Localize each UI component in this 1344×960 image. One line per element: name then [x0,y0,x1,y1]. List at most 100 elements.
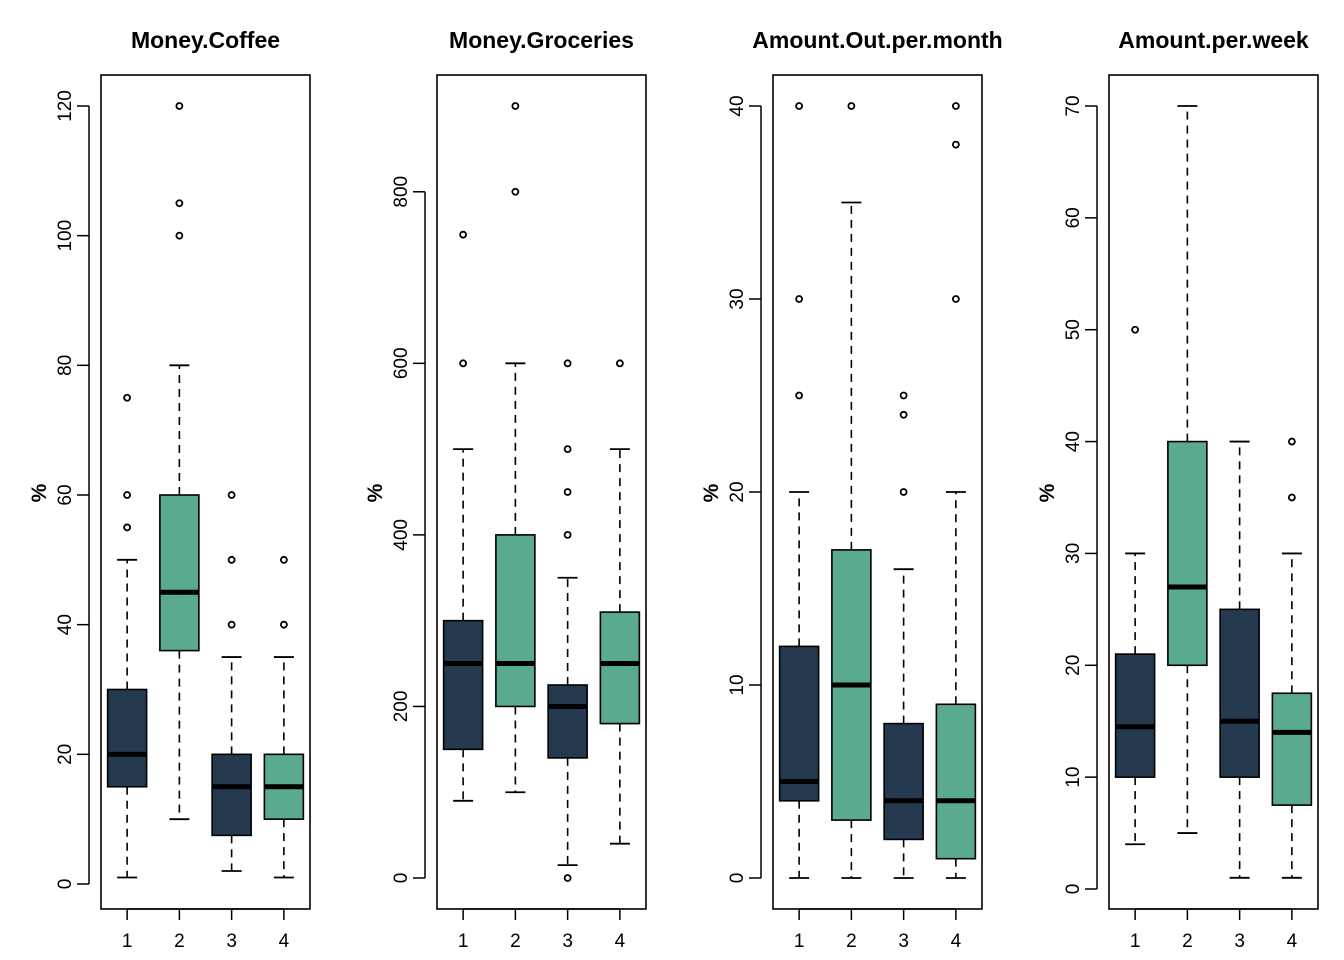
outlier-point [847,102,856,110]
outlier-point [563,445,572,454]
y-tick-label: 20 [1063,655,1084,676]
box-3 [547,359,588,882]
box-iqr [1114,653,1156,778]
outlier-point [279,620,288,629]
x-tick-label: 1 [794,931,805,952]
x-tick-label: 4 [279,931,290,952]
x-tick-label: 4 [1287,931,1298,952]
x-tick-label: 4 [951,931,962,952]
box-3 [883,391,924,879]
x-tick-label: 3 [226,931,237,952]
box-4 [599,359,641,845]
x-tick-label: 1 [122,931,133,952]
panel-1: Money.Coffee% 0 20 40 60 80 100 120 1 2 3 4 [28,27,311,952]
box-iqr [106,688,148,788]
x-tick-label: 2 [510,931,521,952]
outlier-point [123,393,132,402]
x-tick-label: 3 [1234,931,1245,952]
box-iqr [883,722,924,841]
outlier-point [563,874,572,882]
box-2 [495,102,536,794]
outlier-point [227,491,236,499]
outlier-point [899,488,908,496]
x-tick-label: 1 [458,931,469,952]
box-iqr [1219,608,1260,778]
y-tick-label: 60 [1063,207,1084,228]
y-tick-label: 120 [55,90,76,122]
y-tick-label: 30 [727,288,748,309]
x-tick-label: 2 [846,931,857,952]
y-tick-label: 0 [727,873,748,884]
panel-4: Amount.per.week% 0 10 20 30 40 50 60 70 1 2 3 4 [1036,27,1319,952]
chart-title: Amount.Out.per.month [752,27,1002,53]
y-axis-label: % [1036,483,1059,502]
y-tick-label: 80 [55,355,76,376]
y-tick-label: 40 [727,95,748,116]
box-iqr [935,703,977,860]
y-axis-label: % [28,483,51,502]
outlier-point [1287,437,1296,446]
x-tick-label: 1 [1130,931,1141,952]
x-tick-label: 2 [1182,931,1193,952]
box-iqr [599,611,641,725]
outlier-point [563,359,572,368]
outlier-point [795,102,804,110]
outlier-point [227,620,236,629]
box-3 [1219,440,1260,879]
outlier-point [951,102,960,110]
y-tick-label: 100 [55,220,76,252]
outlier-point [1287,493,1296,502]
y-tick-label: 800 [391,176,412,208]
y-tick-label: 30 [1063,543,1084,564]
box-1 [1114,325,1156,846]
box-4 [1271,437,1313,879]
plot-frame [1108,74,1319,910]
box-iqr [778,645,820,802]
outlier-point [459,230,468,239]
outlier-point [951,140,960,149]
outlier-point [615,359,624,368]
outlier-point [563,488,572,496]
box-iqr [1271,692,1313,806]
chart-title: Amount.per.week [1118,27,1309,53]
outlier-point [511,187,520,196]
y-tick-label: 60 [55,484,76,505]
outlier-point [511,102,520,110]
box-1 [442,230,484,802]
outlier-point [899,391,908,400]
outlier-point [279,555,288,564]
panel-3: Amount.Out.per.month% 0 10 20 30 40 1 2 3 4 [700,27,1003,952]
chart-title: Money.Coffee [131,27,280,53]
y-axis-label: % [364,483,387,502]
plot-frame [772,74,983,910]
y-tick-label: 10 [727,674,748,695]
panel-2: Money.Groceries% 0 200 400 600 800 1 2 3 4 [364,27,647,952]
y-tick-label: 400 [391,519,412,551]
y-tick-label: 70 [1063,95,1084,116]
y-tick-label: 0 [55,879,76,890]
y-axis-label: % [700,483,723,502]
box-1 [778,102,820,879]
y-tick-label: 0 [391,873,412,884]
plot-frame [436,74,647,910]
y-tick-label: 200 [391,691,412,723]
outlier-point [175,231,184,240]
y-tick-label: 0 [1063,884,1084,895]
box-iqr [495,534,536,708]
box-4 [935,102,977,879]
box-2 [831,102,872,879]
box-iqr [1167,440,1208,667]
outlier-point [123,523,132,532]
outlier-point [459,359,468,368]
box-iqr [211,753,252,837]
x-tick-label: 4 [615,931,626,952]
y-tick-label: 50 [1063,319,1084,340]
y-tick-label: 600 [391,347,412,379]
x-tick-label: 2 [174,931,185,952]
outlier-point [795,295,804,303]
chart-title: Money.Groceries [449,27,634,53]
y-tick-label: 20 [55,744,76,765]
outlier-point [175,199,184,208]
outlier-point [1131,325,1140,334]
